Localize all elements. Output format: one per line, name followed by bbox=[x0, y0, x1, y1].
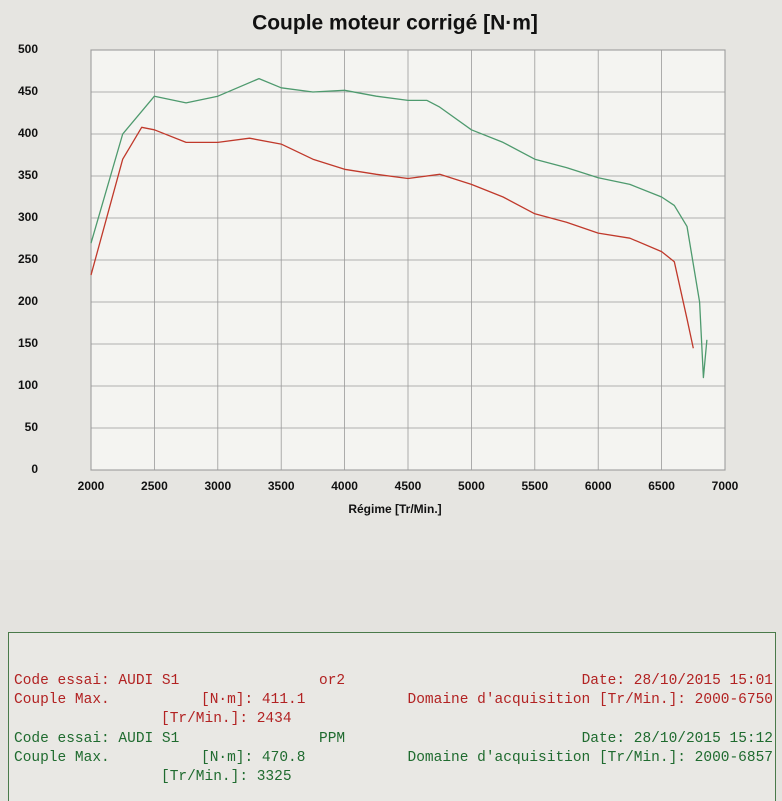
y-tick-label: 500 bbox=[18, 42, 38, 56]
test-code: Code essai: AUDI S1 bbox=[14, 673, 180, 689]
x-tick-label: 6000 bbox=[585, 479, 612, 493]
y-tick-label: 150 bbox=[18, 336, 38, 350]
y-tick-label: 100 bbox=[18, 378, 38, 392]
acquisition-range: Domaine d'acquisition [Tr/Min.]: 2000-68… bbox=[407, 750, 773, 766]
test-date: Date: 28/10/2015 15:01 bbox=[581, 673, 773, 689]
y-tick-label: 200 bbox=[18, 294, 38, 308]
x-tick-label: 3500 bbox=[268, 479, 295, 493]
torque-line bbox=[90, 126, 694, 349]
x-tick-label: 5000 bbox=[458, 479, 485, 493]
max-torque-label: Couple Max. bbox=[14, 750, 110, 766]
max-torque: [N·m]: 411.1 bbox=[201, 692, 306, 708]
max-torque-rpm: [Tr/Min.]: 2434 bbox=[161, 711, 292, 727]
y-tick-label: 300 bbox=[18, 210, 38, 224]
x-tick-label: 5500 bbox=[521, 479, 548, 493]
y-tick-label: 450 bbox=[18, 84, 38, 98]
x-tick-label: 7000 bbox=[712, 479, 739, 493]
x-tick-label: 4500 bbox=[395, 479, 422, 493]
x-tick-label: 4000 bbox=[331, 479, 358, 493]
x-tick-label: 6500 bbox=[648, 479, 675, 493]
y-tick-label: 250 bbox=[18, 252, 38, 266]
y-tick-label: 50 bbox=[25, 420, 39, 434]
y-tick-label: 400 bbox=[18, 126, 38, 140]
torque-line bbox=[90, 77, 708, 379]
max-torque-rpm: [Tr/Min.]: 3325 bbox=[161, 769, 292, 785]
max-torque-label: Couple Max. bbox=[14, 692, 110, 708]
test-tag: PPM bbox=[319, 731, 346, 747]
x-tick-label: 2000 bbox=[78, 479, 105, 493]
x-tick-label: 2500 bbox=[141, 479, 168, 493]
info-box: Code essai: AUDI S1 or2 Date: 28/10/2015 1… bbox=[8, 632, 776, 801]
y-tick-label: 0 bbox=[31, 462, 38, 476]
test-code: Code essai: AUDI S1 bbox=[14, 731, 180, 747]
y-tick-label: 350 bbox=[18, 168, 38, 182]
test-date: Date: 28/10/2015 15:12 bbox=[581, 731, 773, 747]
x-axis-title: Régime [Tr/Min.] bbox=[348, 502, 441, 516]
acquisition-range: Domaine d'acquisition [Tr/Min.]: 2000-67… bbox=[407, 692, 773, 708]
chart: Couple moteur corrigé [N·m] Régime [Tr/M… bbox=[17, 11, 739, 517]
max-torque: [N·m]: 470.8 bbox=[201, 750, 306, 766]
x-tick-label: 3000 bbox=[204, 479, 231, 493]
test-tag: or2 bbox=[319, 673, 346, 689]
chart-title: Couple moteur corrigé [N·m] bbox=[252, 12, 538, 35]
